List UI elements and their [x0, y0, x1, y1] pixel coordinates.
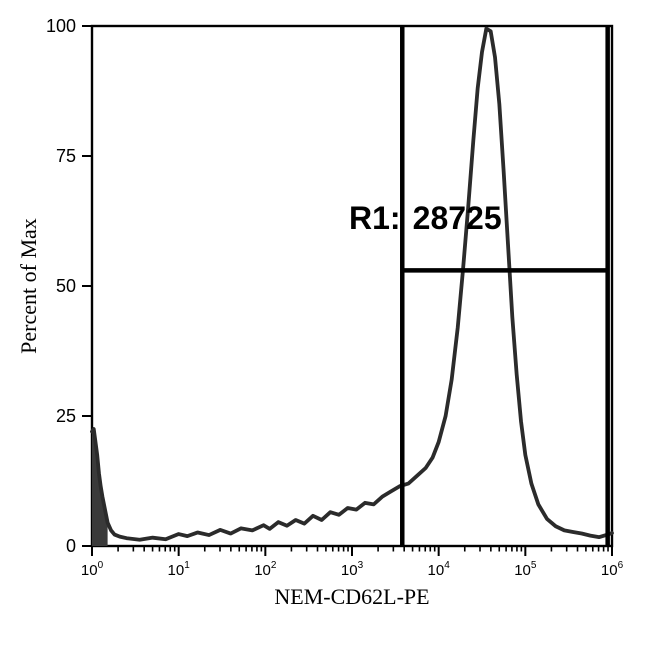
gate-r1-label-prefix: R1:: [349, 200, 401, 236]
y-tick-label: 50: [56, 276, 76, 296]
flow-cytometry-histogram: 100101102103104105106NEM-CD62L-PE0255075…: [0, 0, 654, 656]
y-tick-label: 100: [46, 16, 76, 36]
y-tick-label: 25: [56, 406, 76, 426]
gate-r1-label-value: 28725: [413, 200, 502, 236]
y-tick-label: 75: [56, 146, 76, 166]
y-axis-title: Percent of Max: [16, 218, 41, 354]
y-tick-label: 0: [66, 536, 76, 556]
x-axis-title: NEM-CD62L-PE: [274, 584, 429, 609]
chart-svg: 100101102103104105106NEM-CD62L-PE0255075…: [0, 0, 654, 656]
